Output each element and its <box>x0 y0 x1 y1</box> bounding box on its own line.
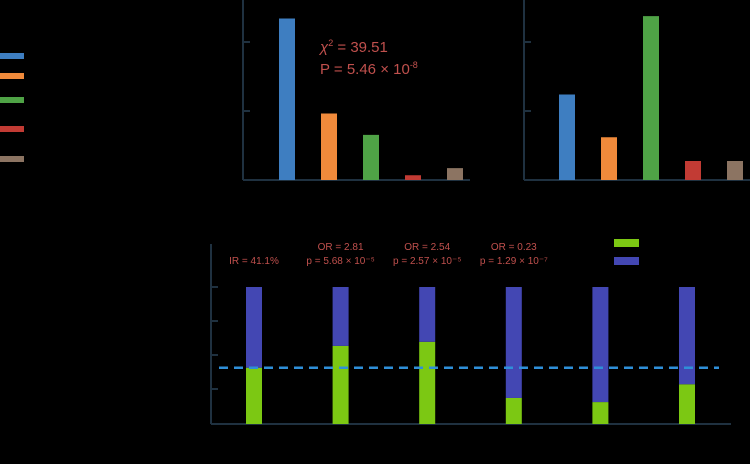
stacked-bar-chart: IR = 41.1% OR = 2.81 p = 5.68 × 10⁻⁵ OR = 2… <box>210 239 731 425</box>
chi-symbol: χ <box>318 39 329 56</box>
legend-swatch <box>0 126 24 132</box>
bar-annotation: p = 2.57 × 10⁻⁵ <box>393 256 461 267</box>
stacked-bar-lower-segment <box>679 384 695 424</box>
chart1-bar <box>321 113 337 180</box>
bar-chart-1: χ2 = 39.51 P = 5.46 × 10-8 <box>242 0 470 181</box>
chart1-bar <box>363 134 379 180</box>
chart2-bar <box>559 94 575 180</box>
chart1-bar <box>447 168 463 180</box>
stacked-bar-lower-segment <box>246 367 262 424</box>
chart2-bar <box>601 137 617 180</box>
category-legend <box>0 53 24 162</box>
stacked-bar-lower-segment <box>592 402 609 424</box>
chart2-bar <box>643 16 659 180</box>
legend-swatch <box>0 53 24 59</box>
bar-annotation: IR = 41.1% <box>229 256 279 267</box>
p-value-text: P = 5.46 × 10 <box>320 61 410 78</box>
bar-annotation: OR = 2.54 <box>404 242 450 253</box>
chart2-bar <box>685 161 701 180</box>
p-value-exponent: -8 <box>410 60 418 70</box>
bar-annotation: OR = 0.23 <box>491 242 537 253</box>
p-value-annotation: P = 5.46 × 10-8 <box>320 60 418 78</box>
chart1-bar <box>279 18 295 180</box>
stacked-bar-upper-segment <box>505 287 522 398</box>
stack-legend-swatch <box>614 257 639 265</box>
stacked-bar-upper-segment <box>246 287 262 368</box>
stacked-bar-lower-segment <box>419 341 436 424</box>
stacked-bar-upper-segment <box>679 287 695 385</box>
stacked-bar-upper-segment <box>419 287 436 342</box>
stack-legend-swatch <box>614 239 639 247</box>
bar-annotation: p = 5.68 × 10⁻⁵ <box>306 256 374 267</box>
chi-value: = 39.51 <box>333 39 388 56</box>
bar-annotation: p = 1.29 × 10⁻⁷ <box>480 256 548 267</box>
legend-swatch <box>0 156 24 162</box>
stacked-bar-upper-segment <box>592 287 609 403</box>
bar-chart-2 <box>523 0 750 181</box>
stacked-bar-lower-segment <box>332 345 349 424</box>
stacked-bar-upper-segment <box>332 287 349 346</box>
chart1-bar <box>405 175 421 180</box>
stack-legend <box>614 239 639 265</box>
bar-annotation: OR = 2.81 <box>318 242 364 253</box>
legend-swatch <box>0 97 24 103</box>
legend-swatch <box>0 73 24 79</box>
chi-square-annotation: χ2 = 39.51 <box>318 38 388 56</box>
chi-superscript: 2 <box>328 38 333 48</box>
stacked-bar-lower-segment <box>505 397 522 424</box>
chart2-bar <box>727 161 743 180</box>
